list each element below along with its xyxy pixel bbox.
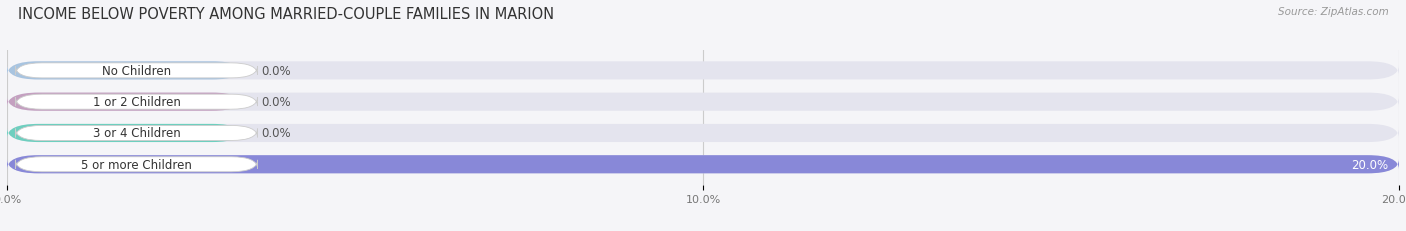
Text: 0.0%: 0.0% bbox=[262, 96, 291, 109]
FancyBboxPatch shape bbox=[7, 93, 243, 111]
Text: 5 or more Children: 5 or more Children bbox=[82, 158, 191, 171]
Text: 0.0%: 0.0% bbox=[262, 127, 291, 140]
FancyBboxPatch shape bbox=[7, 155, 1399, 173]
FancyBboxPatch shape bbox=[15, 95, 257, 110]
FancyBboxPatch shape bbox=[7, 155, 1399, 173]
Text: 3 or 4 Children: 3 or 4 Children bbox=[93, 127, 180, 140]
FancyBboxPatch shape bbox=[7, 124, 243, 143]
FancyBboxPatch shape bbox=[7, 62, 1399, 80]
Text: Source: ZipAtlas.com: Source: ZipAtlas.com bbox=[1278, 7, 1389, 17]
FancyBboxPatch shape bbox=[15, 157, 257, 172]
FancyBboxPatch shape bbox=[7, 124, 1399, 143]
Text: 0.0%: 0.0% bbox=[262, 65, 291, 78]
FancyBboxPatch shape bbox=[15, 126, 257, 141]
Text: 1 or 2 Children: 1 or 2 Children bbox=[93, 96, 180, 109]
FancyBboxPatch shape bbox=[7, 62, 243, 80]
Text: 20.0%: 20.0% bbox=[1351, 158, 1389, 171]
FancyBboxPatch shape bbox=[15, 64, 257, 79]
FancyBboxPatch shape bbox=[7, 93, 1399, 111]
Text: INCOME BELOW POVERTY AMONG MARRIED-COUPLE FAMILIES IN MARION: INCOME BELOW POVERTY AMONG MARRIED-COUPL… bbox=[18, 7, 554, 22]
Text: No Children: No Children bbox=[101, 65, 172, 78]
